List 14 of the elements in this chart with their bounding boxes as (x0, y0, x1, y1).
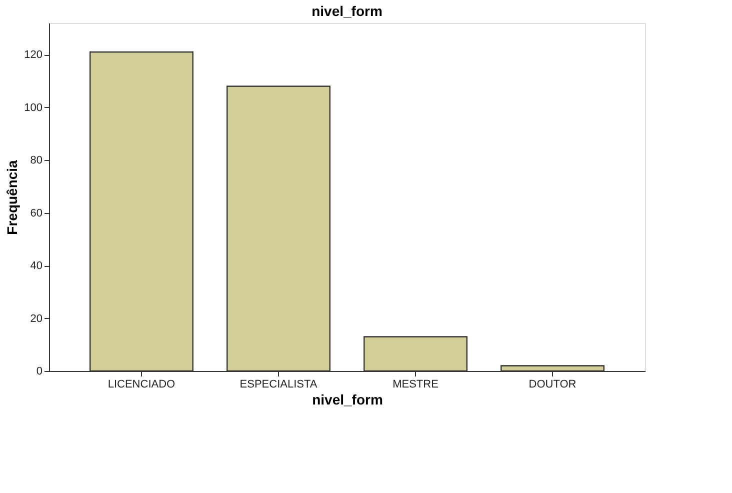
y-axis-title: Frequência (4, 160, 20, 235)
y-tick-label: 40 (30, 260, 42, 272)
y-tick-label: 20 (30, 312, 42, 325)
x-tick-label: DOUTOR (528, 378, 576, 390)
chart-title: nivel_form (312, 3, 382, 19)
y-tick-label: 60 (30, 207, 42, 220)
x-tick-label: MESTRE (392, 378, 438, 390)
y-tick-label: 100 (24, 102, 42, 114)
x-tick-label: LICENCIADO (108, 378, 176, 390)
y-tick-label: 80 (30, 154, 42, 167)
x-axis-title: nivel_form (312, 392, 383, 408)
y-tick-label: 120 (24, 49, 42, 62)
y-tick-label: 0 (36, 366, 42, 378)
x-tick-label: ESPECIALISTA (240, 378, 318, 390)
